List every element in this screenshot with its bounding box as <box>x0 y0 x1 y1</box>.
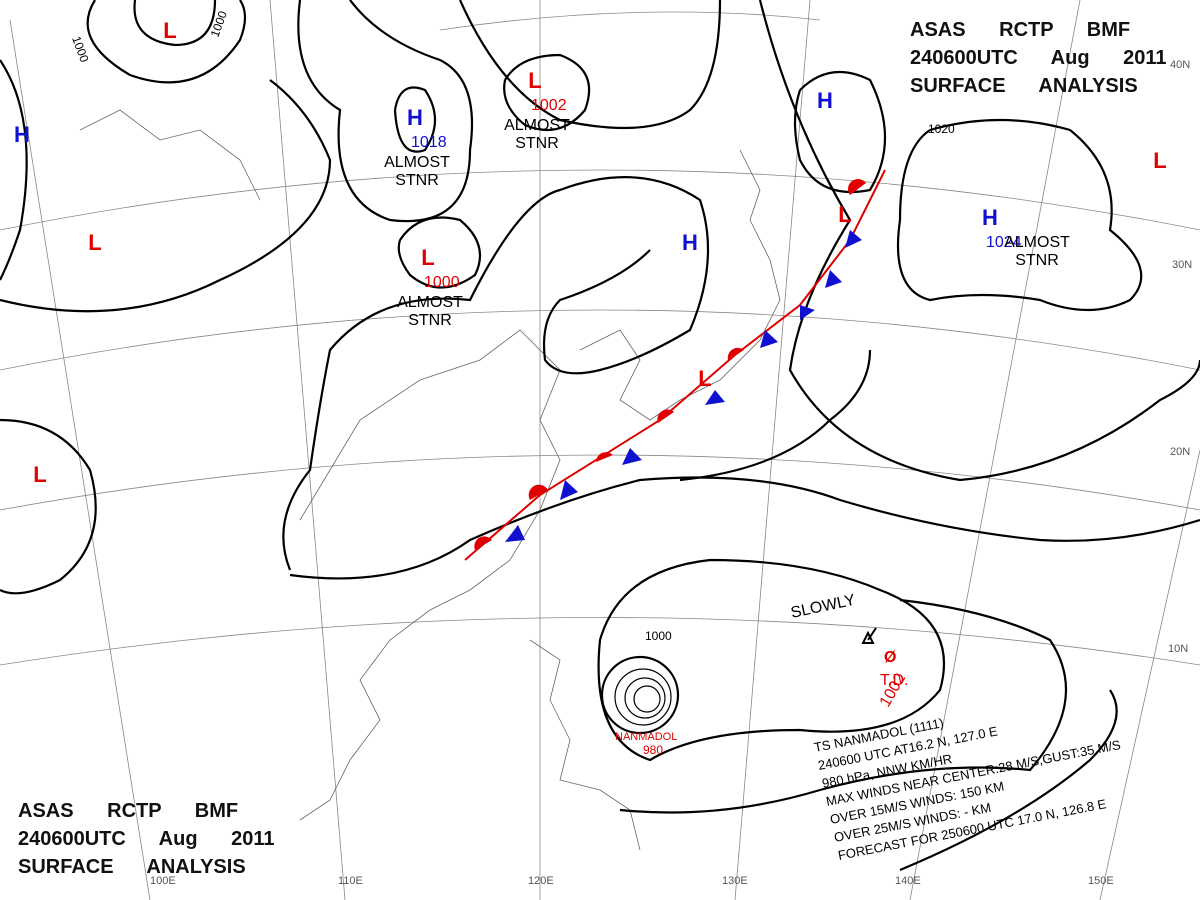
isobar <box>86 0 247 84</box>
pressure-center: L <box>421 245 434 270</box>
longitude-label: 110E <box>338 875 363 887</box>
isobar-label: 1020 <box>928 122 955 136</box>
motion-note: ALMOST <box>384 154 450 171</box>
motion-note: ALMOST <box>504 117 570 134</box>
parallel <box>0 169 1200 231</box>
motion-note: STNR <box>1015 252 1059 269</box>
isobar <box>282 176 710 571</box>
isobar <box>899 689 1118 872</box>
depression-label: T.D. <box>880 672 908 689</box>
isobars <box>0 0 1200 872</box>
coastlines <box>79 109 781 851</box>
header-line: ASAS RCTP BMF <box>910 19 1130 41</box>
typhoon-pressure: 980 <box>643 743 663 757</box>
depression-symbol: Ø <box>884 649 896 666</box>
isobar <box>619 598 1068 814</box>
pressure-center: H <box>14 122 30 147</box>
coast <box>529 639 641 851</box>
pressure-center: L <box>698 366 711 391</box>
meridian <box>269 0 346 900</box>
latitude-label: 20N <box>1170 446 1190 458</box>
isobar <box>0 418 97 595</box>
central-pressure: 1002 <box>531 97 567 114</box>
header-line: ASAS RCTP BMF <box>18 800 238 822</box>
pressure-center: H <box>407 105 423 130</box>
coast <box>299 329 561 821</box>
pressure-center: H <box>982 205 998 230</box>
longitude-label: 140E <box>895 875 921 887</box>
isobar <box>503 53 591 132</box>
pressure-center: L <box>88 230 101 255</box>
isobar <box>597 558 946 762</box>
pressure-center: L <box>163 18 176 43</box>
parallel <box>0 309 1200 371</box>
isobar <box>600 655 680 735</box>
longitude-label: 100E <box>150 875 176 887</box>
longitude-label: 120E <box>528 875 554 887</box>
pressure-center: L <box>1153 148 1166 173</box>
isobar <box>397 216 482 289</box>
pressure-center: L <box>838 202 851 227</box>
isobar <box>0 59 28 281</box>
motion-arrow <box>867 627 877 641</box>
isobar <box>0 79 332 313</box>
longitude-label: 130E <box>722 875 748 887</box>
isobar <box>896 118 1143 312</box>
central-pressure: 1018 <box>411 134 447 151</box>
header-line: 240600UTC Aug 2011 <box>18 828 274 850</box>
motion-note: ALMOST <box>1004 234 1070 251</box>
header-line: 240600UTC Aug 2011 <box>910 47 1166 69</box>
isobar <box>289 476 1200 580</box>
header-line: SURFACE ANALYSIS <box>910 75 1138 97</box>
header-line: SURFACE ANALYSIS <box>18 856 246 878</box>
central-pressure: 1024 <box>986 234 1022 251</box>
latitude-label: 30N <box>1172 259 1192 271</box>
stationary-front <box>464 169 886 561</box>
pressure-center: L <box>33 462 46 487</box>
motion-note: STNR <box>408 312 452 329</box>
isobar <box>393 86 436 153</box>
parallel <box>0 617 1200 666</box>
pressure-center: H <box>817 88 833 113</box>
meridian <box>909 0 1081 900</box>
typhoon-name: NANMADOL <box>615 731 677 743</box>
isobar <box>297 0 474 223</box>
pressure-center: L <box>528 68 541 93</box>
isobar <box>624 677 666 719</box>
motion-note: ALMOST <box>397 294 463 311</box>
isobar <box>633 685 661 713</box>
isobar <box>614 668 672 726</box>
pressure-center: H <box>682 230 698 255</box>
isobar-label: 1000 <box>645 629 672 643</box>
longitude-label: 150E <box>1088 875 1114 887</box>
motion-note: STNR <box>395 172 439 189</box>
parallel <box>439 11 821 31</box>
motion-note: STNR <box>515 135 559 152</box>
meridian <box>9 19 151 900</box>
isobar <box>679 349 872 482</box>
coast <box>579 149 781 421</box>
isobar <box>458 0 722 130</box>
central-pressure: 1000 <box>424 274 460 291</box>
isobar <box>133 0 217 47</box>
latitude-label: 10N <box>1168 643 1188 655</box>
isobar <box>793 70 886 194</box>
isobar <box>758 0 1200 482</box>
coast <box>79 109 261 201</box>
latitude-label: 40N <box>1170 59 1190 71</box>
